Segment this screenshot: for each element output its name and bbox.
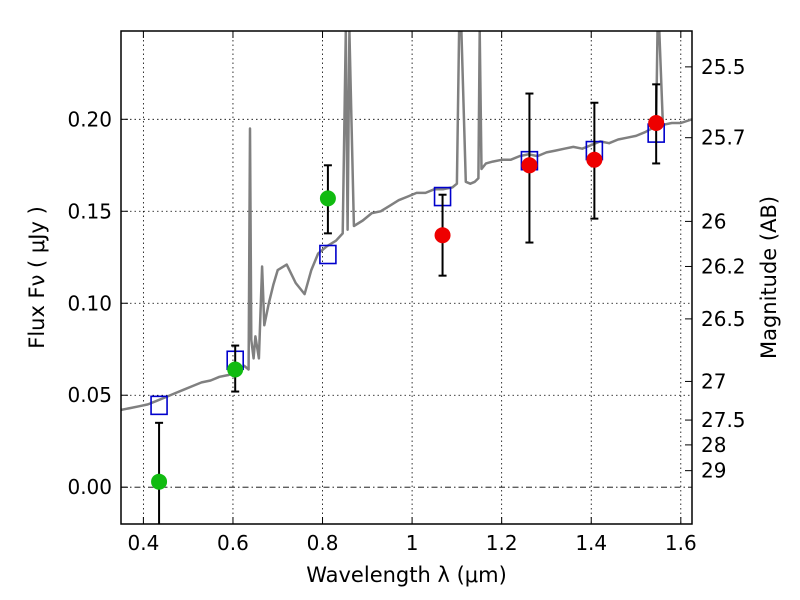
y2-tick-label-4: 26.5 <box>701 307 746 331</box>
spectrum-line <box>121 31 692 412</box>
plot-frame <box>120 30 693 525</box>
x-tick-label-2: 0.8 <box>307 531 339 555</box>
model-square-2 <box>319 244 337 265</box>
x-tick-label-0: 0.4 <box>127 531 159 555</box>
y-axis-label: Flux Fν ( μJy ) <box>25 206 49 349</box>
y2-tick-label-1: 25.7 <box>701 126 746 150</box>
observed-point-4 <box>521 157 538 174</box>
y2-tick-label-0: 25.5 <box>701 55 746 79</box>
y-tick-label-2: 0.10 <box>67 291 112 315</box>
y-tick-label-0: 0.00 <box>67 475 112 499</box>
x-tick-label-3: 1 <box>406 531 419 555</box>
y-tick-label-3: 0.15 <box>67 199 112 223</box>
y-tick-label-4: 0.20 <box>67 107 112 131</box>
y2-tick-label-7: 28 <box>701 433 726 457</box>
observed-point-3 <box>434 227 451 244</box>
y2-axis-label: Magnitude (AB) <box>757 196 781 359</box>
observed-point-0 <box>151 473 168 490</box>
y2-tick-label-3: 26.2 <box>701 254 746 278</box>
x-tick-label-1: 0.6 <box>217 531 249 555</box>
y2-tick-label-8: 29 <box>701 459 726 483</box>
observed-points <box>151 83 665 524</box>
observed-point-1 <box>227 361 244 378</box>
observed-point-5 <box>586 151 603 168</box>
x-tick-label-6: 1.6 <box>665 531 697 555</box>
y-axis-ticks: 0.00 0.05 0.10 0.15 0.20 <box>67 107 128 499</box>
x-axis-ticks: 0.4 0.6 0.8 1 1.2 1.4 1.6 <box>127 31 697 555</box>
x-axis-label: Wavelength λ (μm) <box>306 563 507 587</box>
observed-point-6 <box>648 114 665 131</box>
observed-point-2 <box>319 190 336 207</box>
x-tick-label-5: 1.4 <box>575 531 607 555</box>
y2-tick-label-5: 27 <box>701 369 726 393</box>
model-square-0 <box>150 395 168 416</box>
y2-tick-label-6: 27.5 <box>701 408 746 432</box>
template-spectrum <box>121 31 692 412</box>
x-tick-label-4: 1.2 <box>486 531 518 555</box>
y2-tick-label-2: 26 <box>701 209 726 233</box>
y-tick-label-1: 0.05 <box>67 383 112 407</box>
grid <box>121 31 692 524</box>
